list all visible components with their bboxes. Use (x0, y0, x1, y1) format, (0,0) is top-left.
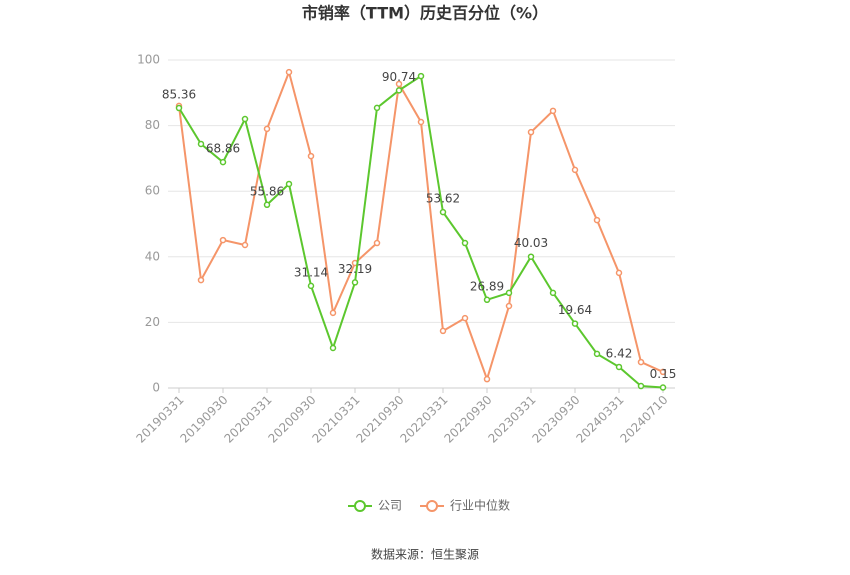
data-point (263, 201, 271, 209)
legend-marker (426, 500, 439, 512)
data-point (373, 239, 381, 247)
data-point (549, 289, 557, 297)
y-tick-label: 80 (145, 118, 160, 132)
data-label: 40.03 (514, 236, 548, 250)
data-point (483, 375, 491, 383)
data-point (373, 104, 381, 112)
data-point (263, 125, 271, 133)
data-point (241, 241, 249, 249)
data-point (307, 152, 315, 160)
y-tick-label: 60 (145, 184, 160, 198)
data-label: 55.86 (250, 184, 284, 198)
data-label: 90.74 (382, 70, 416, 84)
data-point (417, 118, 425, 126)
data-label: 53.62 (426, 192, 460, 206)
data-point (417, 72, 425, 80)
data-point (241, 115, 249, 123)
y-tick-label: 40 (145, 249, 160, 263)
data-label: 6.42 (606, 346, 633, 360)
data-point (395, 87, 403, 94)
y-tick-label: 100 (137, 53, 160, 67)
data-point (307, 282, 315, 290)
data-point (329, 344, 337, 352)
y-tick-label: 0 (152, 381, 160, 395)
data-point (483, 296, 491, 304)
data-label: 85.36 (162, 88, 196, 102)
data-point (197, 140, 205, 148)
legend-marker (354, 500, 366, 512)
data-point (395, 80, 403, 88)
legend-label: 公司 (378, 499, 402, 513)
data-point (461, 239, 469, 247)
data-label: 31.14 (294, 265, 328, 279)
data-point (527, 128, 535, 136)
data-point (461, 314, 469, 322)
data-point (571, 166, 579, 174)
series-line (178, 68, 664, 383)
data-point (175, 104, 183, 112)
data-point (659, 368, 667, 376)
data-point (637, 382, 645, 390)
data-label: 68.86 (206, 142, 240, 156)
data-point (505, 289, 513, 297)
data-label: 32.19 (338, 262, 372, 276)
data-point (593, 216, 601, 224)
legend-label: 行业中位数 (450, 498, 510, 513)
data-point (285, 180, 293, 188)
data-point (659, 384, 667, 391)
data-label: 19.64 (558, 303, 592, 317)
chart-title: 市销率（TTM）历史百分位（%） (302, 4, 548, 23)
data-point (527, 253, 535, 260)
data-point (549, 107, 557, 115)
y-tick-label: 20 (145, 315, 160, 329)
legend: 公司 行业中位数 (348, 498, 510, 513)
data-point (637, 358, 645, 366)
data-label: 0.15 (650, 367, 677, 381)
data-point (197, 276, 205, 284)
data-point (329, 309, 337, 317)
data-point (615, 269, 623, 277)
data-point (615, 363, 623, 371)
data-point (593, 350, 601, 358)
data-point (351, 279, 359, 286)
data-point (439, 327, 447, 335)
data-point (219, 236, 227, 244)
data-point (285, 68, 293, 76)
x-tick-label: 20240710 (618, 393, 671, 446)
source-note: 数据来源：恒生聚源 (371, 547, 479, 562)
data-point (571, 320, 579, 327)
data-point (505, 302, 513, 310)
data-point (439, 208, 447, 216)
data-label: 26.89 (470, 279, 504, 293)
data-point (219, 158, 227, 166)
